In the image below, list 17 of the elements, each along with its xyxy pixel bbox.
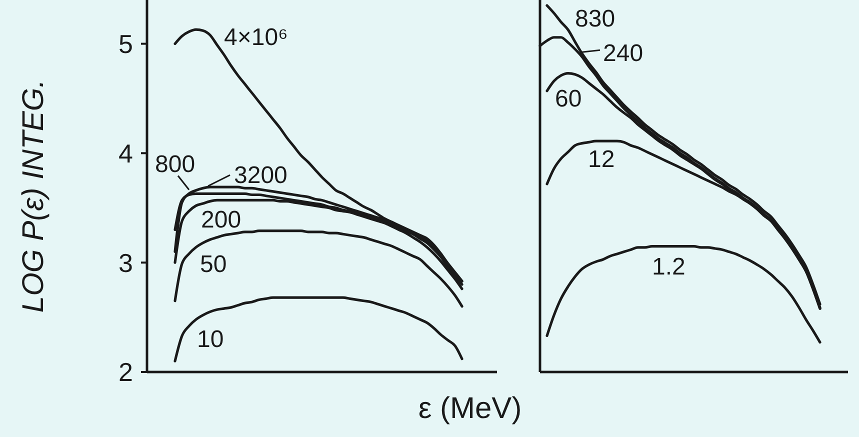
y-tick-label: 2: [118, 357, 133, 388]
series-label: 4×10⁶: [224, 24, 288, 52]
y-axis-title: LOG P(ε) INTEG.: [17, 79, 50, 313]
series-label: 10: [197, 326, 224, 354]
y-tick-label: 4: [118, 138, 133, 168]
y-tick-label: 5: [118, 28, 133, 59]
series-label: 12: [588, 146, 615, 174]
series-label: 1.2: [652, 253, 686, 280]
y-tick-label: 3: [118, 248, 133, 278]
legend-label: 240: [603, 40, 644, 68]
series-label: 200: [201, 206, 242, 234]
series-label: 50: [200, 250, 227, 278]
series-label: 800: [155, 150, 196, 178]
series-label: 830: [575, 6, 616, 33]
series-label: 60: [555, 86, 582, 112]
x-axis-title: ε (MeV): [418, 392, 522, 425]
legend-label: 3200: [234, 162, 288, 190]
